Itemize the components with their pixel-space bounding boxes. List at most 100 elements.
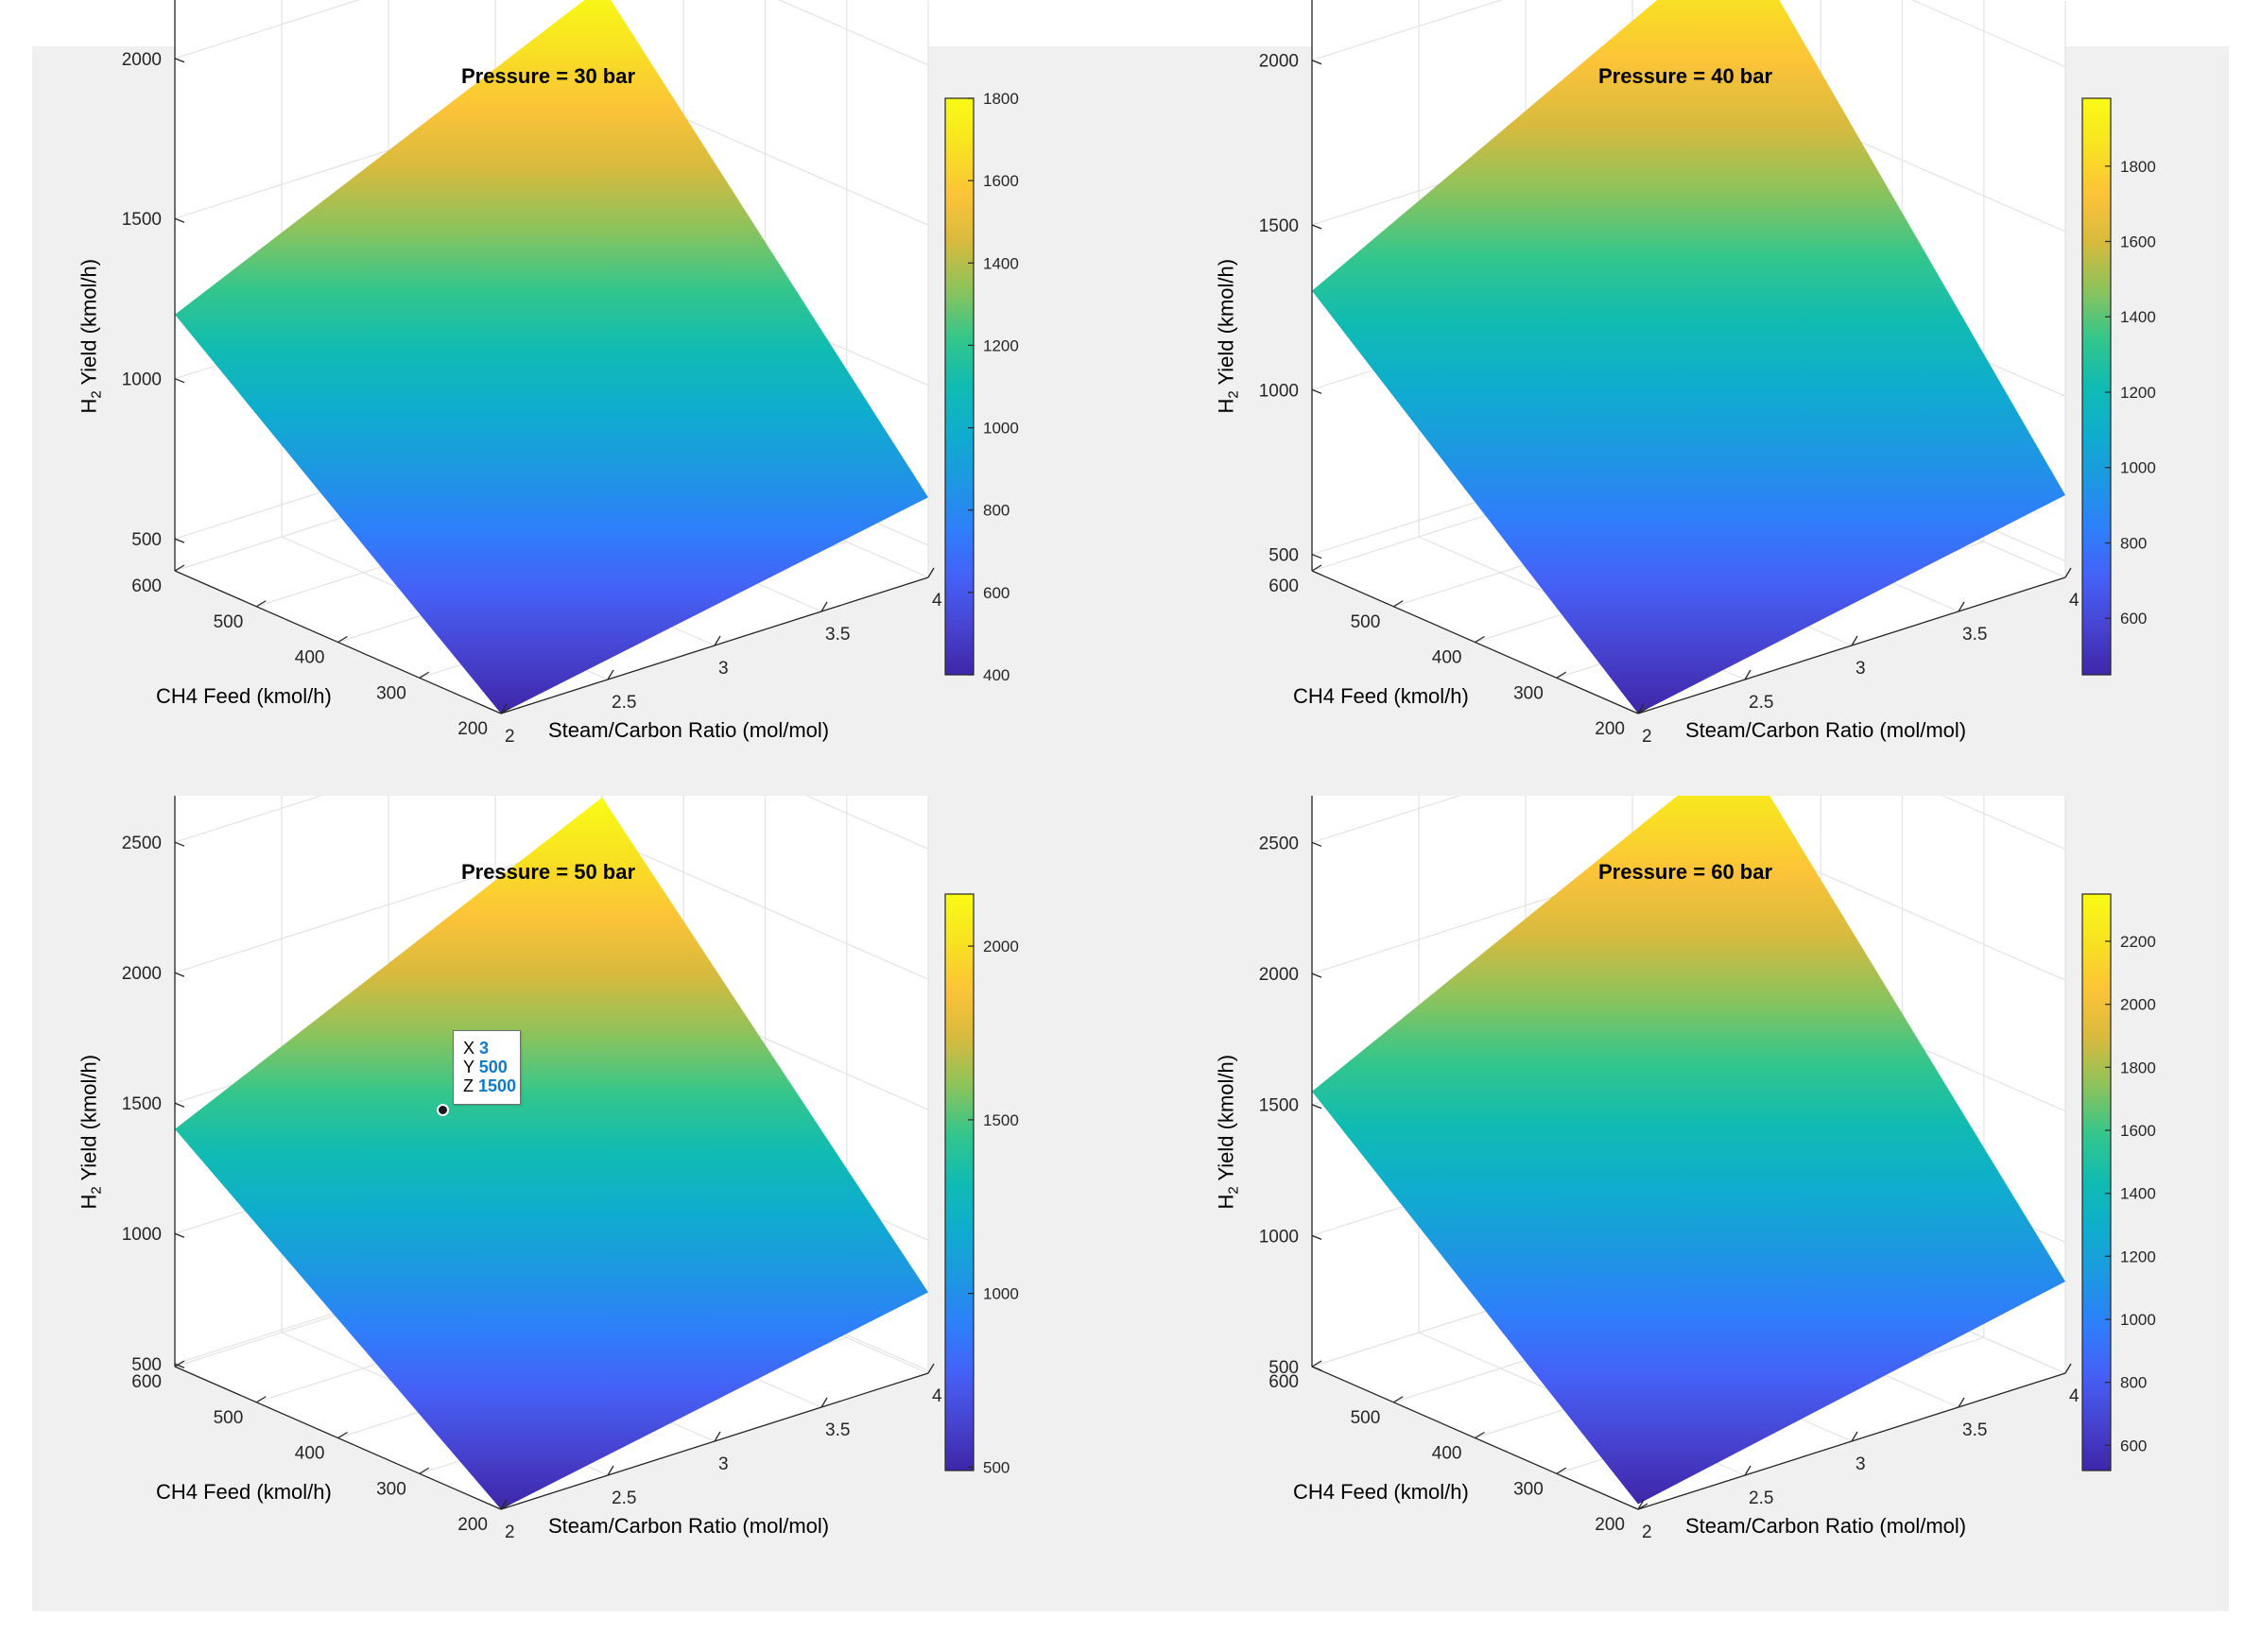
z-tick-mark bbox=[174, 58, 185, 63]
x-tick-mark bbox=[1851, 635, 1858, 646]
chart-title: Pressure = 60 bar bbox=[1597, 860, 1773, 884]
colorbar-tick-label: 500 bbox=[983, 1458, 1010, 1476]
colorbar bbox=[2081, 97, 2112, 676]
x-tick-label: 3.5 bbox=[1962, 625, 1987, 645]
y-tick-label: 400 bbox=[1432, 1444, 1462, 1464]
datatip-z-value: 1500 bbox=[478, 1076, 517, 1095]
x-axis-label: Steam/Carbon Ratio (mol/mol) bbox=[1685, 1514, 1967, 1538]
colorbar-tick-label: 1600 bbox=[983, 172, 1019, 190]
x-tick-mark bbox=[820, 601, 828, 612]
z-tick-mark bbox=[1311, 553, 1322, 559]
datatip-z-key: Z bbox=[463, 1076, 474, 1095]
y-tick-mark bbox=[1311, 564, 1322, 572]
colorbar-tick-label: 1400 bbox=[2120, 308, 2156, 326]
y-tick-mark bbox=[337, 1431, 348, 1439]
chart-pressure-50[interactable]: 2 2.5 3 3.5 4 200 300 400 500 600 500 1000 1500 2000 2… bbox=[0, 796, 1098, 1578]
x-tick-label: 3.5 bbox=[825, 625, 850, 645]
y-axis-label: CH4 Feed (kmol/h) bbox=[1293, 1480, 1469, 1504]
x-axis-label: Steam/Carbon Ratio (mol/mol) bbox=[548, 718, 830, 742]
chart-pressure-30[interactable]: 2 2.5 3 3.5 4 200 300 400 500 600 500 1000 1500 2000 4… bbox=[0, 0, 1098, 783]
x-tick-mark bbox=[607, 1465, 614, 1476]
chart-title: Pressure = 50 bar bbox=[460, 860, 636, 884]
x-tick-mark bbox=[1637, 703, 1645, 714]
z-tick-mark bbox=[1311, 224, 1322, 230]
z-tick-label: 2000 bbox=[1259, 965, 1299, 985]
x-axis-label: Steam/Carbon Ratio (mol/mol) bbox=[548, 1514, 830, 1538]
y-tick-label: 300 bbox=[376, 683, 406, 703]
z-tick-mark bbox=[1311, 1234, 1322, 1240]
y-tick-label: 600 bbox=[131, 576, 162, 596]
surface-plane bbox=[175, 0, 928, 714]
y-tick-mark bbox=[1556, 1467, 1567, 1474]
colorbar bbox=[2081, 893, 2112, 1471]
y-tick-mark bbox=[174, 1360, 185, 1368]
colorbar-tick-label: 2000 bbox=[983, 938, 1019, 955]
z-tick-label: 1000 bbox=[1259, 1227, 1299, 1247]
x-tick-mark bbox=[927, 567, 935, 578]
colorbar-tick-label: 800 bbox=[983, 502, 1010, 520]
y-tick-label: 500 bbox=[214, 1408, 244, 1428]
y-tick-label: 300 bbox=[1513, 1479, 1544, 1499]
x-tick-mark bbox=[500, 703, 508, 714]
x-tick-label: 3.5 bbox=[1962, 1420, 1987, 1440]
datatip-z-row: Z 1500 bbox=[463, 1076, 520, 1095]
colorbar-tick-label: 1000 bbox=[983, 420, 1019, 438]
x-tick-label: 2 bbox=[505, 727, 515, 747]
x-axis-label: Steam/Carbon Ratio (mol/mol) bbox=[1685, 718, 1967, 742]
z-tick-label: 500 bbox=[1269, 1358, 1299, 1378]
datatip-x-value: 3 bbox=[479, 1039, 490, 1058]
surface-plane bbox=[1312, 796, 2065, 1505]
x-tick-mark bbox=[500, 1499, 508, 1510]
datatip-y-row: Y 500 bbox=[463, 1058, 520, 1076]
colorbar-tick-label: 1600 bbox=[2120, 233, 2156, 251]
colorbar-tick-label: 2200 bbox=[2120, 933, 2156, 951]
x-tick-mark bbox=[2064, 567, 2072, 578]
y-tick-mark bbox=[500, 1503, 511, 1510]
y-tick-mark bbox=[1475, 635, 1485, 644]
y-tick-label: 400 bbox=[1432, 648, 1462, 668]
z-tick-label: 2000 bbox=[122, 50, 162, 70]
x-tick-mark bbox=[1637, 1499, 1645, 1510]
colorbar-tick-label: 1400 bbox=[2120, 1185, 2156, 1203]
grid-line-z bbox=[1311, 0, 2066, 68]
chart-svg: 2 2.5 3 3.5 4 200 300 400 500 600 500 1000 1500 2000 4… bbox=[122, 0, 1019, 747]
x-tick-label: 4 bbox=[2069, 1386, 2080, 1406]
y-tick-label: 500 bbox=[1351, 612, 1381, 632]
x-tick-label: 4 bbox=[932, 1386, 942, 1406]
chart-pressure-40[interactable]: 2 2.5 3 3.5 4 200 300 400 500 600 500 1000 1500 2000 6… bbox=[1137, 0, 2235, 783]
y-tick-mark bbox=[1475, 1431, 1485, 1439]
z-tick-label: 2500 bbox=[122, 834, 162, 853]
chart-svg: 22.533.542003004005006005001000150020002… bbox=[122, 796, 1019, 1542]
colorbar-tick-label: 1200 bbox=[2120, 384, 2156, 402]
colorbar-tick-label: 800 bbox=[2120, 535, 2147, 553]
z-tick-mark bbox=[1311, 841, 1322, 848]
z-tick-label: 2000 bbox=[1259, 52, 1299, 72]
y-tick-label: 400 bbox=[295, 648, 325, 668]
x-tick-mark bbox=[714, 1431, 721, 1442]
x-tick-label: 2 bbox=[1642, 1523, 1652, 1542]
colorbar-tick-label: 1200 bbox=[983, 336, 1019, 354]
y-tick-mark bbox=[1637, 707, 1648, 714]
datatip[interactable]: X 3 Y 500 Z 1500 bbox=[453, 1030, 521, 1105]
x-tick-label: 2 bbox=[505, 1523, 515, 1542]
chart-svg: 22.533.542003004005006005001000150020002… bbox=[1259, 796, 2156, 1542]
chart-pressure-60[interactable]: 2 2.5 3 3.5 4 200 300 400 500 600 500 1000 1500 2000 2… bbox=[1137, 796, 2235, 1578]
z-tick-mark bbox=[174, 1232, 185, 1238]
z-tick-label: 1000 bbox=[122, 1225, 162, 1245]
z-tick-mark bbox=[1311, 1104, 1322, 1110]
x-tick-mark bbox=[1851, 1431, 1858, 1442]
x-tick-mark bbox=[1744, 669, 1752, 680]
colorbar bbox=[944, 893, 975, 1471]
z-tick-label: 1500 bbox=[122, 210, 162, 230]
datatip-marker[interactable] bbox=[437, 1104, 449, 1116]
y-tick-mark bbox=[419, 671, 430, 679]
y-tick-label: 500 bbox=[1351, 1408, 1381, 1428]
y-tick-label: 200 bbox=[1595, 1515, 1625, 1535]
x-tick-label: 2 bbox=[1642, 727, 1652, 747]
y-tick-mark bbox=[1556, 671, 1567, 679]
x-tick-label: 3 bbox=[718, 1454, 729, 1474]
chart-title: Pressure = 40 bar bbox=[1597, 64, 1773, 88]
x-tick-mark bbox=[607, 669, 614, 680]
y-axis-label: CH4 Feed (kmol/h) bbox=[156, 1480, 332, 1504]
colorbar-tick-label: 1000 bbox=[983, 1285, 1019, 1303]
